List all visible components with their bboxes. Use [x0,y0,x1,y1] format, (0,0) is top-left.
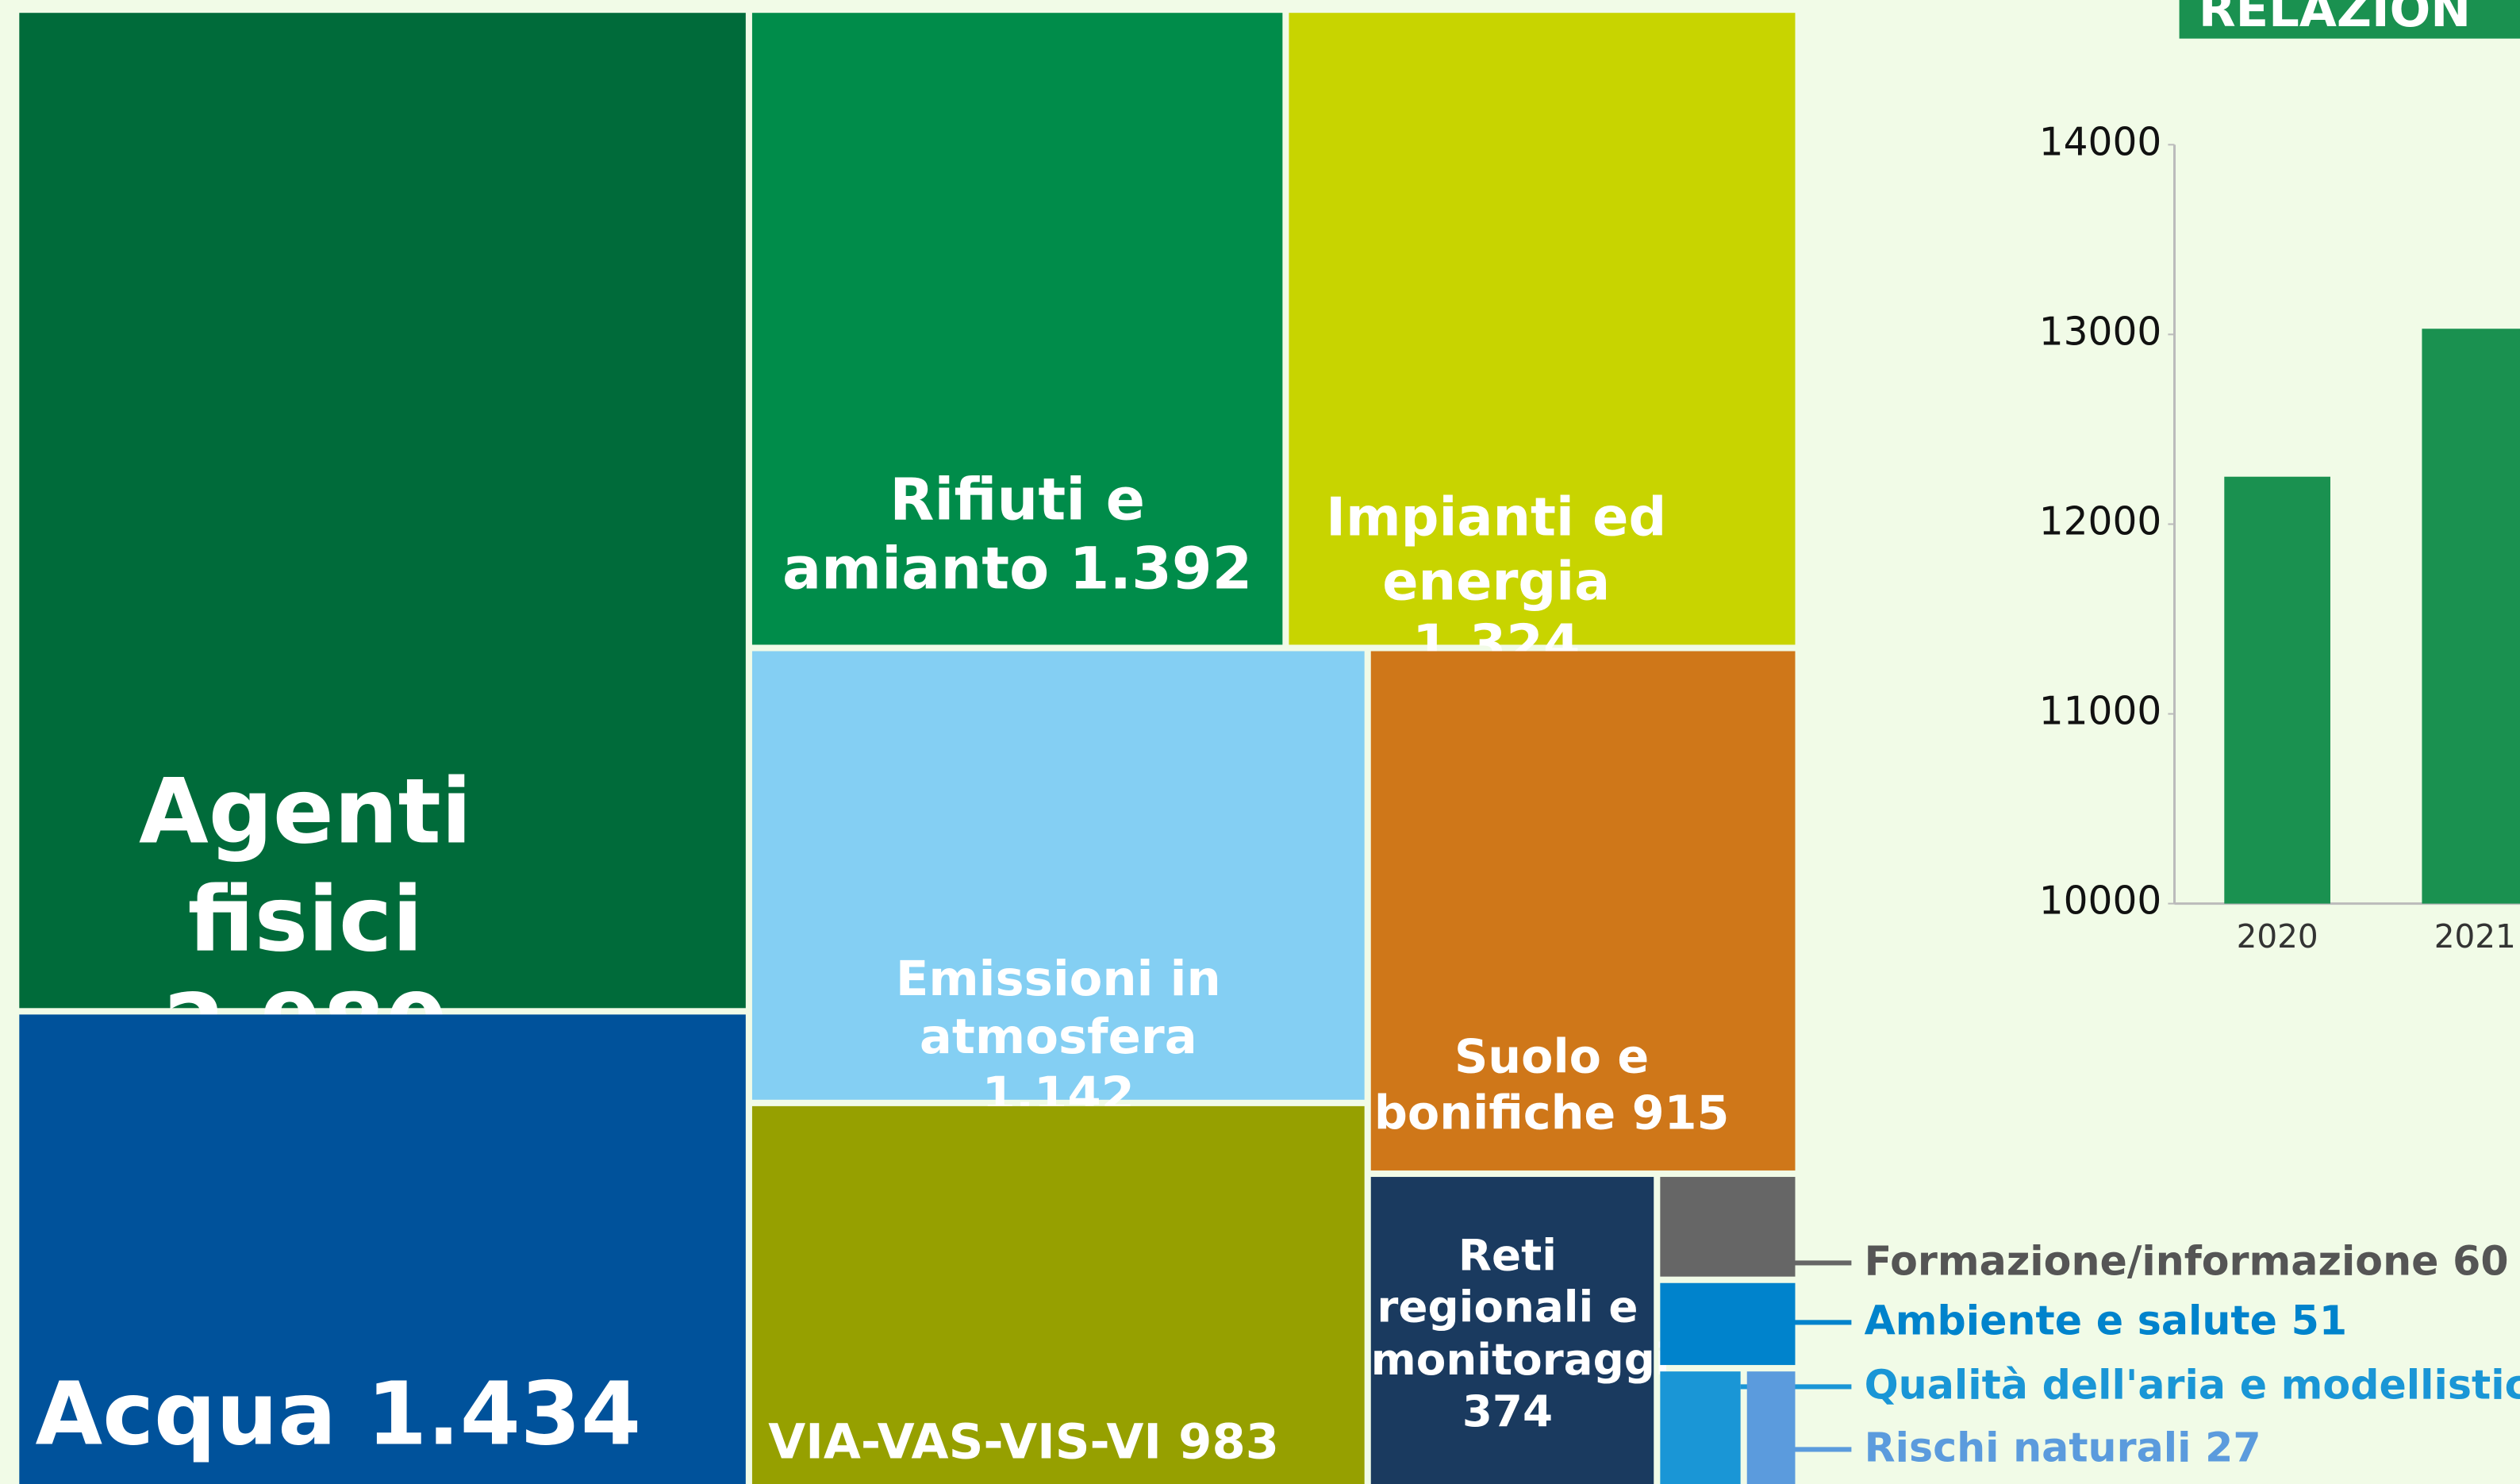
value-label: 1.434 [367,1363,642,1465]
y-tick-label: 11000 [2039,690,2162,734]
y-tick-label: 13000 [2039,309,2162,354]
treemap-cell [1289,13,1796,645]
category-name: Ambiente e salute [1864,1297,2277,1344]
category-name: Reti regionali e monitoraggi [1370,1231,1670,1386]
x-tick-label: 2021 [2434,917,2516,955]
category-name: Formazione/informazione [1864,1238,2439,1285]
external-label: Qualità dell'aria e modellistica 44 [1865,1365,2520,1405]
value-label: 374 [1462,1387,1554,1438]
connector [1795,1259,1852,1265]
value-label: 60 [2453,1238,2509,1285]
treemap-cell [751,651,1365,1100]
treemap-cell [19,13,746,1009]
treemap-cell [1660,1282,1796,1366]
connector [1740,1383,1852,1389]
value-label: 983 [1178,1414,1280,1471]
value-label: 1.392 [1069,537,1253,604]
cell-label: Acqua 1.434 [36,1363,743,1467]
external-label: Ambiente e salute 51 [1865,1301,2348,1341]
value-label: 27 [2205,1424,2261,1471]
external-label: Rischi naturali 27 [1865,1428,2261,1468]
cell-label: VIA-VAS-VIS-VI 983 [768,1415,1362,1473]
treemap-cell [1746,1371,1796,1484]
category-name: Rifiuti e amianto [782,467,1146,604]
category-name: Impianti ed energia [1326,485,1667,613]
cell-label: Rifiuti e amianto 1.392 [752,467,1282,606]
treemap-cell [1660,1371,1741,1484]
bar [2224,476,2330,904]
title-box [2179,0,2520,39]
treemap-cell [751,13,1283,645]
bar [2422,329,2520,904]
cell-label: Reti regionali e monitoraggi 374 [1371,1232,1670,1440]
chart-title: RELAZION [2199,0,2471,38]
treemap-cell [1660,1177,1796,1277]
value-label: 51 [2291,1297,2348,1344]
y-tick-label: 12000 [2039,499,2162,544]
external-label: Formazione/informazione 60 [1865,1241,2509,1282]
treemap-cell [1370,651,1796,1171]
connector [1795,1446,1852,1451]
x-tick-label: 2020 [2237,917,2318,955]
category-name: VIA-VAS-VIS-VI [768,1414,1162,1471]
connector [1795,1319,1852,1324]
y-tick-label: 10000 [2039,879,2162,924]
value-label: 915 [1631,1085,1730,1140]
category-name: Agenti fisici [138,760,472,974]
cell-label: Suolo e bonifiche 915 [1371,1029,1733,1141]
treemap-cell [751,1105,1365,1484]
category-name: Emissioni in atmosfera [895,952,1221,1067]
category-name: Rischi naturali [1864,1424,2192,1471]
category-name: Suolo e bonifiche [1373,1028,1650,1140]
category-name: Qualità dell'aria e modellistica [1864,1362,2520,1409]
cell-label: Emissioni in atmosfera 1.142 [752,952,1365,1125]
treemap-cell [19,1014,746,1484]
treemap-cell [1370,1177,1654,1484]
y-tick-label: 14000 [2039,120,2162,164]
category-name: Acqua [35,1363,337,1465]
